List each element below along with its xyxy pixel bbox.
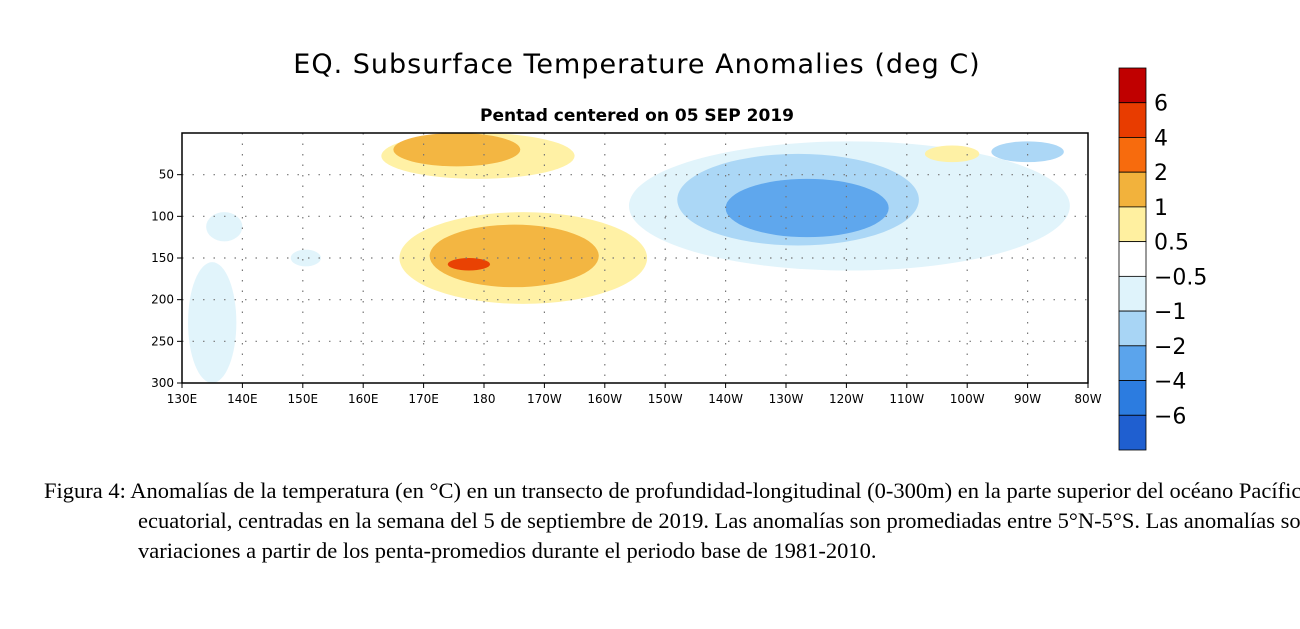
x-tick-label: 110W [889,392,924,406]
anomaly-region [924,145,980,163]
anomaly-region [991,141,1064,163]
x-tick-label: 160E [348,392,379,406]
anomaly-region [188,262,237,383]
colorbar-swatch [1118,67,1147,104]
colorbar-label: −1 [1154,300,1186,325]
colorbar-label: −4 [1154,370,1186,395]
x-tick-label: 80W [1074,392,1101,406]
x-tick-label: 100W [950,392,985,406]
colorbar-swatch [1118,137,1147,173]
x-tick-label: 130E [167,392,198,406]
colorbar-label: 2 [1154,161,1168,186]
x-tick-label: 140E [227,392,258,406]
y-tick-label: 300 [151,376,174,390]
colorbar-swatch [1118,171,1147,208]
colorbar-swatch [1118,275,1147,312]
x-tick-label: 90W [1014,392,1041,406]
x-tick-label: 140W [708,392,743,406]
colorbar-swatch [1118,414,1147,451]
y-tick-label: 250 [151,334,174,348]
anomaly-region [429,224,599,288]
colorbar-label: −0.5 [1154,265,1207,290]
x-tick-label: 180 [473,392,496,406]
chart: EQ. Subsurface Temperature Anomalies (de… [151,49,1207,451]
colorbar-swatch [1118,241,1147,277]
x-tick-label: 150E [288,392,319,406]
x-tick-label: 170W [527,392,562,406]
x-tick-label: 130W [769,392,804,406]
colorbar-label: 6 [1154,92,1168,117]
y-tick-label: 100 [151,209,174,223]
colorbar-label: 1 [1154,196,1168,221]
colorbar-swatch [1118,310,1147,347]
x-tick-label: 150W [648,392,683,406]
figure-caption: Figura 4: Anomalías de la temperatura (e… [44,478,1300,563]
y-tick-label: 150 [151,251,174,265]
anomaly-region [393,133,521,167]
x-tick-label: 120W [829,392,864,406]
colorbar: 6 4 2 1 0.5 −0.5 −1 −2 −4 −6 [1118,67,1207,451]
chart-title: EQ. Subsurface Temperature Anomalies (de… [293,49,980,80]
colorbar-label: −6 [1154,404,1186,429]
anomaly-region [447,258,491,271]
anomaly-region [206,212,243,242]
x-tick-label: 170E [408,392,439,406]
anomaly-region [725,178,889,238]
colorbar-label: 0.5 [1154,231,1189,256]
y-tick-label: 200 [151,293,174,307]
plot-area: 130E 140E 150E 160E 170E 180 170W 160W 150W 140W 1… [151,132,1102,406]
anomaly-region [290,249,321,267]
colorbar-label: −2 [1154,335,1186,360]
chart-subtitle: Pentad centered on 05 SEP 2019 [480,106,794,126]
colorbar-label: 4 [1154,126,1168,151]
colorbar-swatch [1118,206,1147,243]
y-tick-label: 50 [159,168,174,182]
colorbar-swatch [1118,345,1147,381]
x-tick-label: 160W [587,392,622,406]
colorbar-swatch [1118,102,1147,138]
colorbar-swatch [1118,380,1147,416]
